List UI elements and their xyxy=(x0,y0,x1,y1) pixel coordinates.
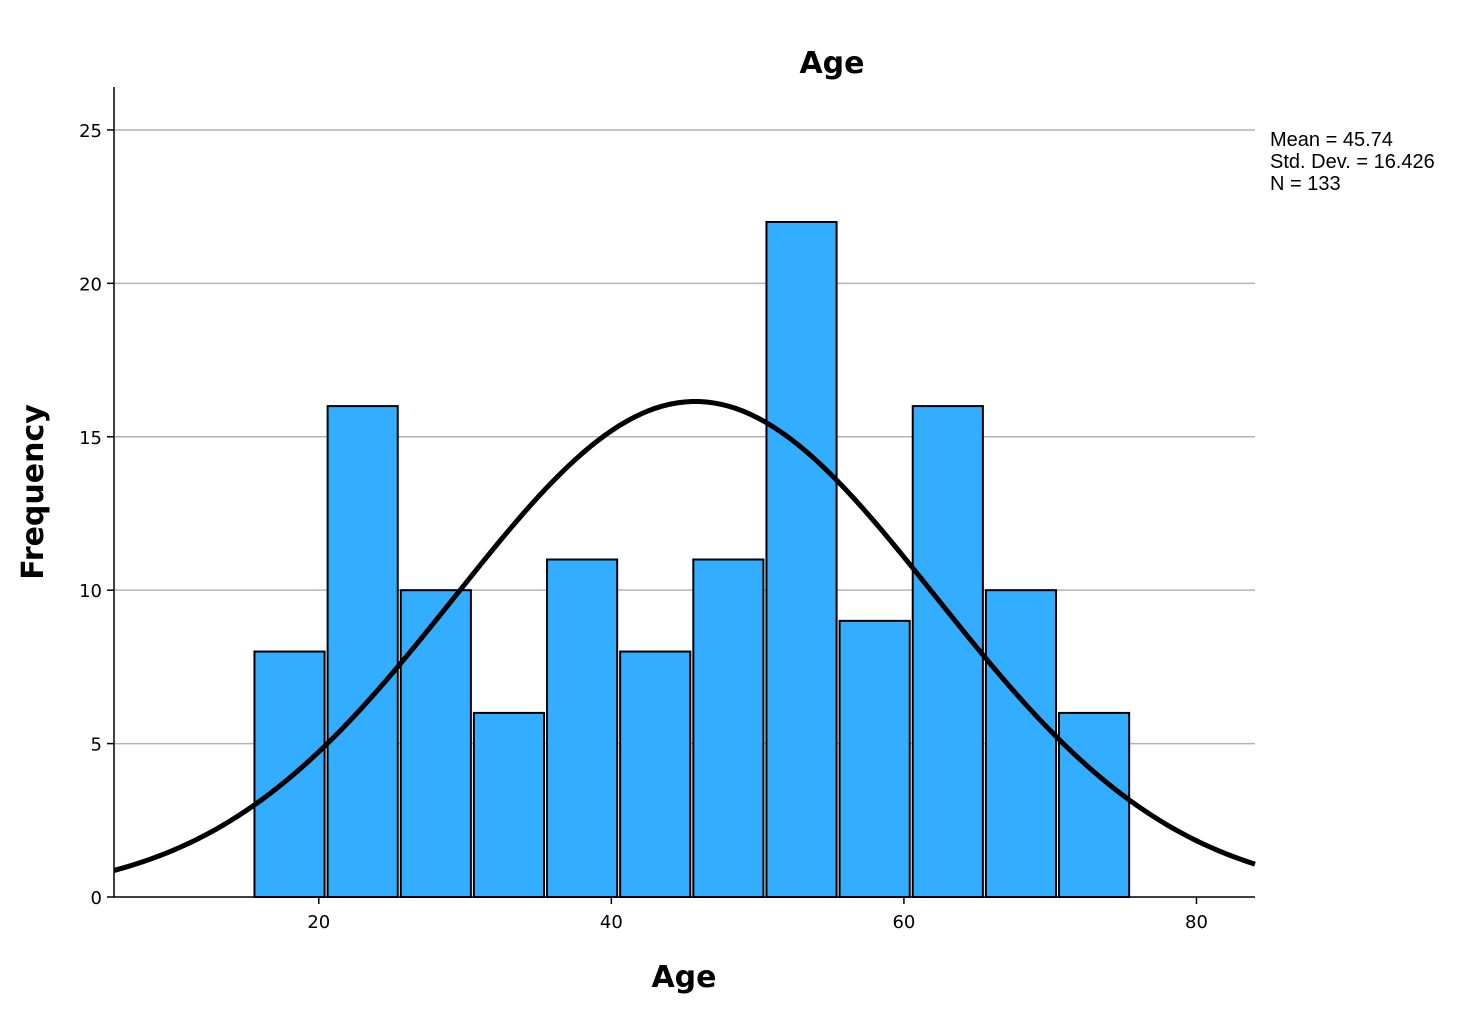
y-tick-label-10: 10 xyxy=(79,581,102,602)
bar-11 xyxy=(984,589,1058,898)
bar-5 xyxy=(546,558,619,898)
bar-8 xyxy=(765,221,838,898)
stats-line-2: Std. Dev. = 16.426 xyxy=(1270,151,1435,173)
bar-6 xyxy=(619,650,692,899)
bar-4 xyxy=(472,711,546,899)
axes xyxy=(113,87,1255,898)
bar-7 xyxy=(692,558,765,898)
y-tick-label-5: 5 xyxy=(91,735,102,756)
y-tick-label-15: 15 xyxy=(79,428,102,449)
chart-title: Age xyxy=(799,46,864,81)
normal-curve xyxy=(113,399,1256,873)
y-tick-label-0: 0 xyxy=(91,888,102,909)
x-tick-label-60: 60 xyxy=(892,912,915,933)
bars xyxy=(253,221,1131,899)
bar-1 xyxy=(253,650,326,899)
bar-9 xyxy=(838,619,911,898)
y-tick-label-25: 25 xyxy=(79,121,102,142)
bar-3 xyxy=(399,589,472,898)
x-tick-label-80: 80 xyxy=(1185,912,1208,933)
x-axis-title: Age xyxy=(651,960,716,995)
y-tick-label-20: 20 xyxy=(79,274,102,295)
bar-12 xyxy=(1058,711,1131,899)
stats-line-1: Mean = 45.74 xyxy=(1270,129,1393,151)
bar-10 xyxy=(911,405,984,898)
x-tick-label-40: 40 xyxy=(600,912,623,933)
y-axis-title: Frequency xyxy=(16,404,51,580)
x-tick-label-20: 20 xyxy=(307,912,330,933)
bar-2 xyxy=(326,405,399,898)
tick-labels: 0 5 10 15 20 25 20 40 60 80 xyxy=(79,121,1208,933)
stats-line-3: N = 133 xyxy=(1270,173,1341,195)
